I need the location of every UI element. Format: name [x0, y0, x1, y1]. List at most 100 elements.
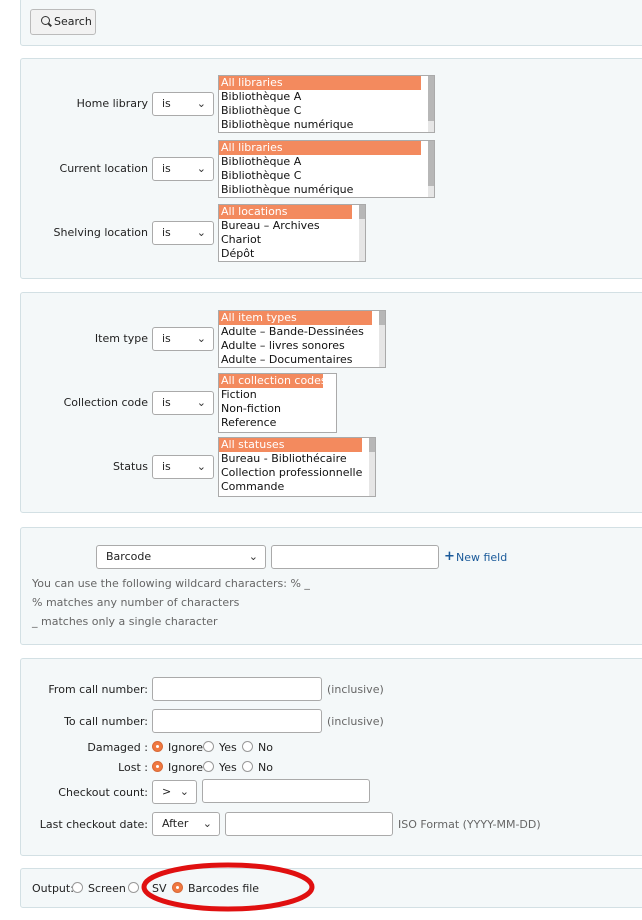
list-option[interactable]: Bureau – Archives	[221, 219, 320, 232]
last-checkout-date-operator-select[interactable]: After ⌄	[152, 812, 220, 836]
list-option[interactable]: Bureau - Bibliothécaire	[221, 452, 347, 465]
last-checkout-date-operator-value: After	[162, 817, 189, 830]
listbox-scrollbar[interactable]	[428, 141, 434, 197]
list-option[interactable]: Collection professionnelle	[221, 466, 363, 479]
listbox-scrollbar[interactable]	[379, 311, 385, 367]
list-option[interactable]: Adulte – Documentaires	[221, 353, 353, 366]
status-operator-value: is	[162, 460, 171, 473]
output-screen-radio[interactable]	[72, 882, 83, 893]
list-option[interactable]: All statuses	[219, 438, 362, 452]
last-checkout-date-label: Last checkout date:	[39, 818, 148, 831]
current-location-label: Current location	[59, 162, 148, 175]
chevron-down-icon: ⌄	[179, 785, 189, 798]
output-screen-label: Screen	[88, 882, 126, 895]
list-option[interactable]: Chariot	[221, 233, 262, 246]
listbox-scrollbar[interactable]	[369, 438, 375, 496]
output-csv-label: SV	[152, 882, 167, 895]
list-option[interactable]: Adulte – livres sonores	[221, 339, 345, 352]
list-option[interactable]: All libraries	[219, 76, 421, 90]
damaged-yes-label: Yes	[219, 741, 237, 754]
search-icon-handle	[48, 22, 52, 27]
last-checkout-date-input[interactable]	[225, 812, 393, 836]
list-option[interactable]: Bibliothèque C	[221, 104, 302, 117]
damaged-yes-radio[interactable]	[203, 741, 214, 752]
damaged-ignore-radio[interactable]	[152, 741, 163, 752]
output-barcodes-file-radio[interactable]	[172, 882, 183, 893]
output-label: Output:	[32, 882, 74, 895]
wildcard-hint: You can use the following wildcard chara…	[32, 577, 310, 590]
list-option[interactable]: Bibliothèque A	[221, 155, 302, 168]
chevron-down-icon: ⌄	[202, 817, 212, 830]
field-value-input[interactable]	[271, 545, 439, 569]
collection-code-listbox[interactable]: All collection codes Fiction Non-fiction…	[218, 373, 337, 433]
list-option[interactable]: Bibliothèque numérique	[221, 118, 354, 131]
list-option[interactable]: All libraries	[219, 141, 421, 155]
list-option[interactable]: Bibliothèque numérique	[221, 183, 354, 196]
list-option[interactable]: Non-fiction	[221, 402, 281, 415]
status-listbox[interactable]: All statuses Bureau - Bibliothécaire Col…	[218, 437, 376, 497]
collection-code-operator-value: is	[162, 396, 171, 409]
home-library-operator-value: is	[162, 97, 171, 110]
current-location-listbox[interactable]: All libraries Bibliothèque A Bibliothèqu…	[218, 140, 435, 198]
shelving-location-operator-value: is	[162, 226, 171, 239]
output-barcodes-file-label: Barcodes file	[188, 882, 260, 895]
current-location-operator-select[interactable]: is ⌄	[152, 157, 214, 181]
underscore-hint: _ matches only a single character	[32, 615, 218, 628]
damaged-no-radio[interactable]	[242, 741, 253, 752]
lost-no-radio[interactable]	[242, 761, 253, 772]
lost-ignore-radio[interactable]	[152, 761, 163, 772]
list-option[interactable]: All locations	[219, 205, 352, 219]
damaged-label: Damaged :	[87, 741, 148, 754]
shelving-location-listbox[interactable]: All locations Bureau – Archives Chariot …	[218, 204, 366, 262]
list-option[interactable]: Reference	[221, 416, 277, 429]
checkout-count-label: Checkout count:	[58, 786, 148, 799]
listbox-scrollbar[interactable]	[359, 205, 365, 261]
lost-yes-label: Yes	[219, 761, 237, 774]
chevron-down-icon: ⌄	[196, 332, 206, 345]
home-library-listbox[interactable]: All libraries Bibliothèque A Bibliothèqu…	[218, 75, 435, 133]
checkout-count-operator-value: >	[162, 785, 172, 798]
checkout-count-operator-select[interactable]: > ⌄	[152, 780, 197, 804]
item-type-operator-value: is	[162, 332, 171, 345]
from-call-number-input[interactable]	[152, 677, 322, 701]
shelving-location-operator-select[interactable]: is ⌄	[152, 221, 214, 245]
output-csv-radio[interactable]	[128, 882, 139, 893]
list-option[interactable]: Bibliothèque C	[221, 169, 302, 182]
collection-code-operator-select[interactable]: is ⌄	[152, 391, 214, 415]
from-call-number-label: From call number:	[48, 683, 148, 696]
lost-yes-radio[interactable]	[203, 761, 214, 772]
item-type-label: Item type	[94, 332, 148, 345]
to-call-number-label: To call number:	[64, 715, 148, 728]
checkout-count-input[interactable]	[202, 779, 370, 803]
list-option[interactable]: Bibliothèque A	[221, 90, 302, 103]
list-option[interactable]: Dépôt	[221, 247, 255, 260]
home-library-label: Home library	[76, 97, 148, 110]
status-label: Status	[112, 460, 148, 473]
listbox-scrollbar[interactable]	[428, 76, 434, 132]
search-button[interactable]: Search	[30, 9, 96, 35]
damaged-no-label: No	[258, 741, 273, 754]
new-field-link[interactable]: New field	[456, 551, 508, 564]
list-option[interactable]: Fiction	[221, 388, 257, 401]
annotation-ellipse	[141, 862, 315, 912]
plus-icon[interactable]: +	[444, 549, 455, 564]
field-select-value: Barcode	[106, 550, 152, 563]
to-call-number-input[interactable]	[152, 709, 322, 733]
search-icon	[41, 16, 50, 25]
item-type-operator-select[interactable]: is ⌄	[152, 327, 214, 351]
status-operator-select[interactable]: is ⌄	[152, 455, 214, 479]
list-option[interactable]: All collection codes	[219, 374, 327, 388]
list-option[interactable]: All item types	[219, 311, 372, 325]
list-option[interactable]: Commande	[221, 480, 285, 493]
chevron-down-icon: ⌄	[196, 226, 206, 239]
search-button-label: Search	[54, 15, 92, 28]
current-location-operator-value: is	[162, 162, 171, 175]
home-library-operator-select[interactable]: is ⌄	[152, 92, 214, 116]
field-select[interactable]: Barcode ⌄	[96, 545, 266, 569]
search-panel	[20, 0, 642, 46]
to-call-number-hint: (inclusive)	[327, 715, 384, 728]
item-type-listbox[interactable]: All item types Adulte – Bande-Dessinées …	[218, 310, 386, 368]
lost-no-label: No	[258, 761, 273, 774]
percent-hint: % matches any number of characters	[32, 596, 240, 609]
list-option[interactable]: Adulte – Bande-Dessinées	[221, 325, 364, 338]
